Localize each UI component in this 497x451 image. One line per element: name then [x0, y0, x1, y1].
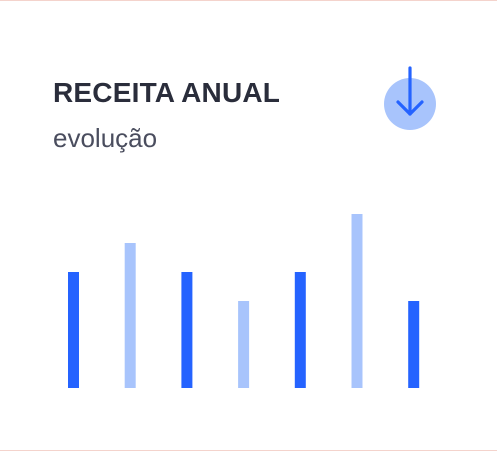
download-button[interactable] — [384, 66, 436, 132]
top-divider — [0, 0, 497, 1]
bar-4 — [238, 301, 250, 388]
arrow-down-circle-icon — [384, 66, 436, 130]
card-title: RECEITA ANUAL — [53, 77, 281, 108]
bar-1 — [68, 272, 79, 388]
bar-2 — [124, 243, 136, 388]
card-subtitle: evolução — [53, 123, 158, 153]
bar-3 — [181, 272, 193, 388]
bar-5 — [294, 272, 306, 388]
bar-6 — [351, 214, 363, 388]
bar-7 — [408, 301, 420, 388]
